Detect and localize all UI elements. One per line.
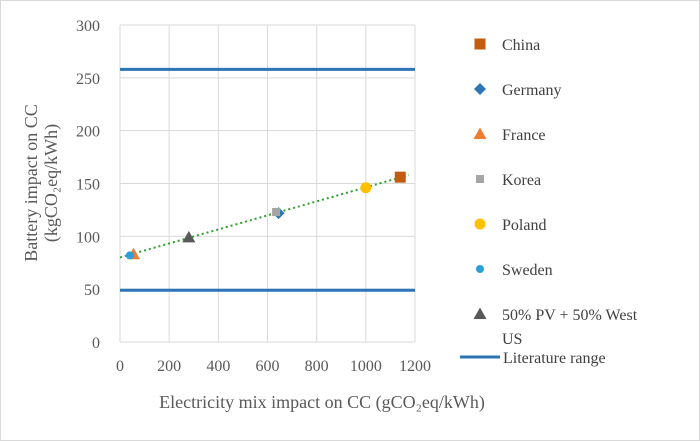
point-korea [272, 208, 281, 217]
grid-layer [119, 24, 416, 343]
x-tick-label: 800 [305, 358, 329, 375]
y-tick-label: 200 [76, 124, 100, 141]
x-tick-label: 1200 [399, 358, 431, 375]
x-tick-label: 600 [256, 358, 280, 375]
y-axis-title-line1: Battery impact on CC [21, 104, 41, 261]
legend-label-korea: Korea [502, 172, 541, 189]
legend-marker-poland [474, 218, 486, 230]
y-tick-label: 250 [76, 71, 100, 88]
legend-label-france: France [502, 127, 546, 144]
legend: China Germany France Korea Poland Sweden 50% P… [460, 37, 638, 367]
y-tick-label: 300 [76, 18, 100, 35]
legend-marker-50-pv-50-west-us [473, 307, 487, 319]
legend-marker-china [474, 38, 486, 50]
legend-marker-korea [476, 175, 484, 183]
point-china [394, 171, 406, 183]
y-tick-label: 0 [92, 335, 100, 352]
y-tick-label: 150 [76, 177, 100, 194]
legend-label-50-pv-50-west-us: 50% PV + 50% West US [502, 307, 638, 348]
y-tick-label: 100 [76, 229, 100, 246]
legend-marker-france [473, 127, 487, 139]
legend-label-sweden: Sweden [502, 262, 553, 279]
legend-marker-germany [474, 83, 486, 95]
legend-label-germany: Germany [502, 82, 562, 99]
x-tick-label: 200 [157, 358, 181, 375]
literature-range-lines [120, 67, 415, 292]
point-50-pv-50-west-us [182, 230, 196, 243]
tick-labels: 0 50 100 150 200 250 300 0 200 400 600 800 1000 1200 [76, 18, 431, 375]
legend-label-china: China [502, 37, 540, 54]
x-axis-title: Electricity mix impact on CC (gCO₂eq/kWh… [159, 392, 485, 413]
y-axis-title-line2: (kgCO₂eq/kWh) [41, 124, 62, 242]
x-tick-label: 400 [206, 358, 230, 375]
x-tick-label: 1000 [350, 358, 382, 375]
legend-label-poland: Poland [502, 217, 546, 234]
point-sweden [125, 251, 134, 260]
x-tick-label: 0 [116, 358, 124, 375]
legend-marker-sweden [476, 265, 484, 273]
point-poland [360, 182, 372, 194]
data-points [125, 171, 406, 260]
legend-label-literature-range: Literature range [503, 350, 606, 367]
y-tick-label: 50 [84, 282, 100, 299]
